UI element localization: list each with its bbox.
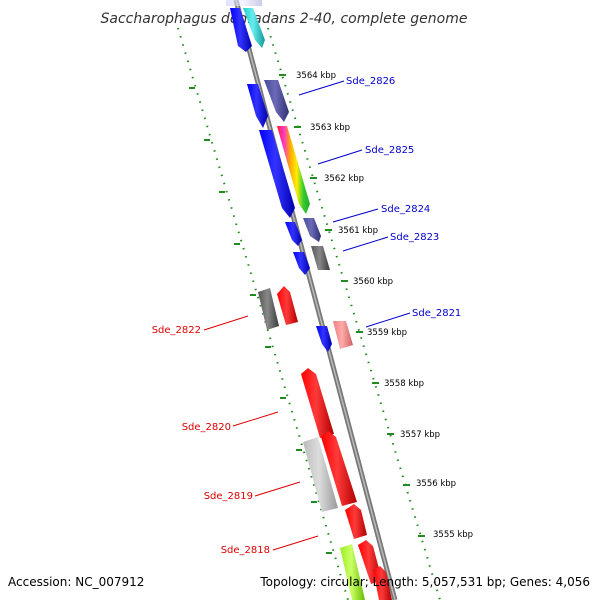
gene-label-leader [298, 80, 345, 96]
gene-label-sde-2822[interactable]: Sde_2822 [152, 325, 201, 336]
gene-label-sde-2824[interactable]: Sde_2824 [381, 204, 430, 215]
genome-summary-label: Topology: circular; Length: 5,057,531 bp… [259, 575, 590, 589]
ruler-tick: 3562 kbp [219, 174, 364, 193]
gene-label-leader [203, 315, 249, 331]
feature-arrow[interactable] [301, 368, 334, 438]
gene-label-leader [332, 208, 379, 223]
ruler-tick-label: 3564 kbp [296, 71, 336, 81]
feature-arrow[interactable] [259, 130, 295, 218]
gene-label-sde-2823[interactable]: Sde_2823 [390, 232, 439, 243]
gene-label-leader [272, 535, 319, 551]
gene-labels: Sde_2826 Sde_2825 Sde_2824 Sde_2823 Sde_… [152, 76, 462, 556]
gene-label-leader [232, 411, 279, 427]
ruler-tick-label: 3556 kbp [416, 479, 456, 489]
ruler-track-outer [177, 27, 349, 600]
gene-label-leader [342, 236, 389, 252]
ruler-tick: 3560 kbp [250, 277, 393, 296]
accession-label: Accession: NC_007912 [8, 575, 144, 589]
gene-label-leader [317, 149, 363, 165]
ruler-tick: 3561 kbp [234, 226, 378, 245]
ruler-tick: 3564 kbp [189, 71, 336, 89]
feature-arrow[interactable] [243, 8, 265, 48]
ruler-tick: 3559 kbp [265, 328, 407, 348]
gene-label-sde-2820[interactable]: Sde_2820 [182, 422, 231, 433]
forward-strand-features [230, 8, 353, 352]
gene-label-sde-2819[interactable]: Sde_2819 [204, 491, 253, 502]
feature-arrow[interactable] [316, 326, 332, 352]
ruler-tick-label: 3561 kbp [338, 226, 378, 236]
ruler-tick-label: 3558 kbp [384, 379, 424, 389]
ruler-track-inner [267, 27, 441, 600]
ruler-tick-label: 3562 kbp [324, 174, 364, 184]
gene-label-leader [254, 481, 301, 497]
feature-arrow[interactable] [293, 252, 310, 275]
ruler-tick-label: 3560 kbp [353, 277, 393, 287]
ruler-tick: 3555 kbp [326, 530, 473, 554]
ruler-tick: 3556 kbp [311, 479, 456, 503]
gene-label-sde-2821[interactable]: Sde_2821 [412, 308, 461, 319]
feature-arrow[interactable] [311, 246, 330, 270]
feature-arrow[interactable] [277, 126, 310, 214]
feature-arrow[interactable] [345, 504, 367, 539]
feature-arrow[interactable] [285, 222, 302, 246]
feature-arrow[interactable] [333, 321, 353, 349]
gene-label-sde-2818[interactable]: Sde_2818 [221, 545, 270, 556]
feature-arrow[interactable] [373, 566, 392, 600]
feature-arrow[interactable] [247, 84, 268, 128]
feature-arrow[interactable] [321, 431, 357, 506]
map-title: Saccharophagus degradans 2-40, complete … [101, 11, 468, 27]
gene-label-sde-2826[interactable]: Sde_2826 [346, 76, 395, 87]
ghost-feature [226, 0, 262, 6]
ruler-tick-label: 3559 kbp [367, 328, 407, 338]
ruler-tick: 3557 kbp [296, 430, 440, 451]
feature-arrow[interactable] [264, 80, 289, 122]
feature-arrow[interactable] [277, 286, 298, 325]
ruler-tick-label: 3557 kbp [400, 430, 440, 440]
feature-arrow[interactable] [340, 544, 365, 600]
ruler-ticks: 3564 kbp 3563 kbp 3562 kbp 3561 kbp 3560… [189, 71, 473, 554]
ruler-tick: 3563 kbp [204, 123, 350, 141]
ruler-tick-label: 3563 kbp [310, 123, 350, 133]
gene-label-leader [365, 312, 411, 328]
feature-arrow[interactable] [303, 437, 338, 512]
gene-label-sde-2825[interactable]: Sde_2825 [365, 145, 414, 156]
feature-arrow[interactable] [230, 8, 252, 52]
feature-arrow[interactable] [258, 288, 279, 330]
ruler-tick-label: 3555 kbp [433, 530, 473, 540]
feature-arrow[interactable] [303, 218, 321, 242]
reverse-strand-features [258, 286, 392, 600]
ruler-tick: 3558 kbp [280, 379, 424, 399]
